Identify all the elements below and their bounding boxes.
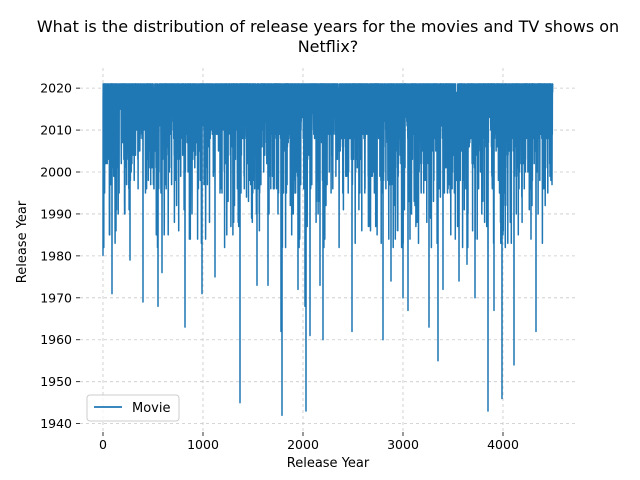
chart-title-line-1: What is the distribution of release year…	[37, 17, 619, 36]
x-tick-label: 0	[99, 437, 107, 452]
y-tick-label: 1940	[40, 416, 72, 431]
x-tick-label: 4000	[487, 437, 519, 452]
x-tick-label: 1000	[187, 437, 219, 452]
y-tick-label: 1970	[40, 290, 72, 305]
legend-box	[86, 394, 180, 422]
y-tick-label: 2020	[40, 81, 72, 96]
series-line-movie	[102, 83, 554, 416]
y-tick-label: 1980	[40, 248, 72, 263]
legend: Movie	[86, 394, 180, 422]
x-axis-ticks: 0 1000 2000 3000 4000	[99, 432, 519, 452]
x-axis-label: Release Year	[287, 456, 370, 471]
y-tick-label: 1990	[40, 206, 72, 221]
x-tick-label: 2000	[287, 437, 319, 452]
y-tick-label: 2000	[40, 165, 72, 180]
x-tick-label: 3000	[387, 437, 419, 452]
y-tick-label: 2010	[40, 123, 72, 138]
y-tick-label: 1960	[40, 332, 72, 347]
series-layer	[102, 83, 554, 416]
y-tick-label: 1950	[40, 374, 72, 389]
y-axis-ticks: 1940 1950 1960 1970 1980 1990 2000 2010 2020	[40, 81, 80, 431]
chart-title-line-2: Netflix?	[298, 37, 359, 56]
legend-label-movie: Movie	[132, 401, 170, 416]
y-axis-label: Release Year	[15, 200, 30, 283]
